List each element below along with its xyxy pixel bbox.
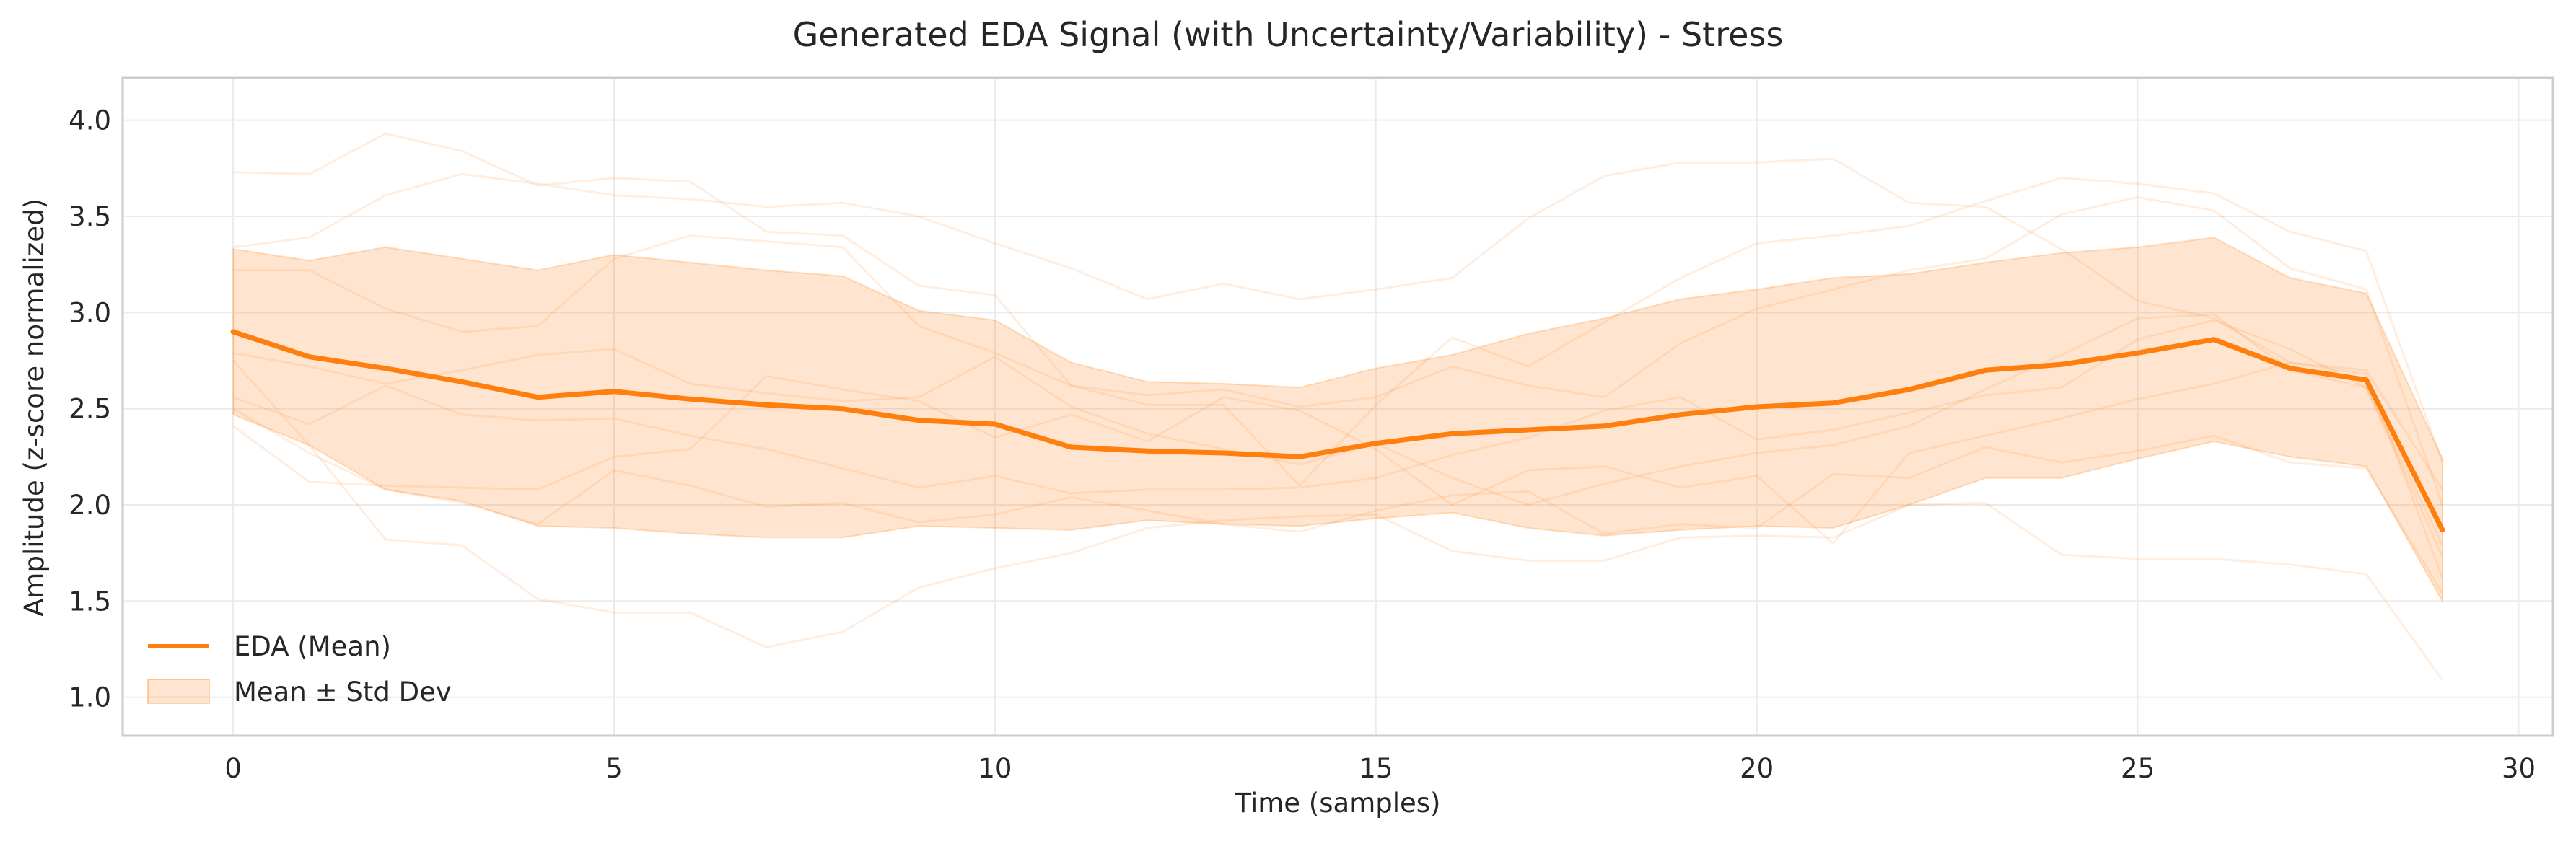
mean-line <box>230 329 2445 533</box>
y-tick-label: 3.5 <box>69 201 111 232</box>
chart-title: Generated EDA Signal (with Uncertainty/V… <box>793 15 1784 54</box>
sample-trace <box>233 195 2444 506</box>
sample-trace <box>232 319 2444 558</box>
sample-traces <box>232 132 2444 681</box>
sample-trace <box>232 157 2444 490</box>
x-axis-ticks: 0 5 10 15 20 25 30 <box>224 753 2536 784</box>
y-tick-label: 4.0 <box>69 105 111 136</box>
y-tick-label: 2.0 <box>69 490 111 521</box>
sample-trace <box>233 132 2444 487</box>
plot-area <box>121 76 2554 737</box>
legend-band-label: Mean ± Std Dev <box>234 677 452 708</box>
sample-trace <box>232 408 2444 594</box>
x-tick-label: 30 <box>2502 753 2536 784</box>
plot-frame <box>121 76 2554 737</box>
y-axis-label: Amplitude (z-score normalized) <box>19 198 50 617</box>
sample-trace <box>232 313 2444 546</box>
y-tick-label: 3.0 <box>69 297 111 328</box>
x-tick-label: 20 <box>1740 753 1774 784</box>
x-tick-label: 0 <box>224 753 242 784</box>
x-tick-label: 10 <box>978 753 1012 784</box>
legend: EDA (Mean) Mean ± Std Dev <box>147 631 452 708</box>
legend-mean-label: EDA (Mean) <box>234 631 391 662</box>
sample-trace <box>232 361 2444 578</box>
y-tick-label: 1.5 <box>69 586 111 617</box>
legend-band-swatch <box>147 679 210 704</box>
x-tick-label: 15 <box>1359 753 1393 784</box>
y-axis-ticks: 1.0 1.5 2.0 2.5 3.0 3.5 4.0 <box>69 105 111 713</box>
grid-lines <box>123 78 2553 736</box>
x-tick-label: 5 <box>605 753 623 784</box>
plot-background <box>123 78 2553 736</box>
sample-trace <box>232 359 2444 681</box>
x-axis-label: Time (samples) <box>1235 788 1441 819</box>
y-tick-label: 2.5 <box>69 394 111 425</box>
y-tick-label: 1.0 <box>69 682 111 713</box>
x-tick-label: 25 <box>2121 753 2155 784</box>
std-dev-band <box>232 237 2443 604</box>
